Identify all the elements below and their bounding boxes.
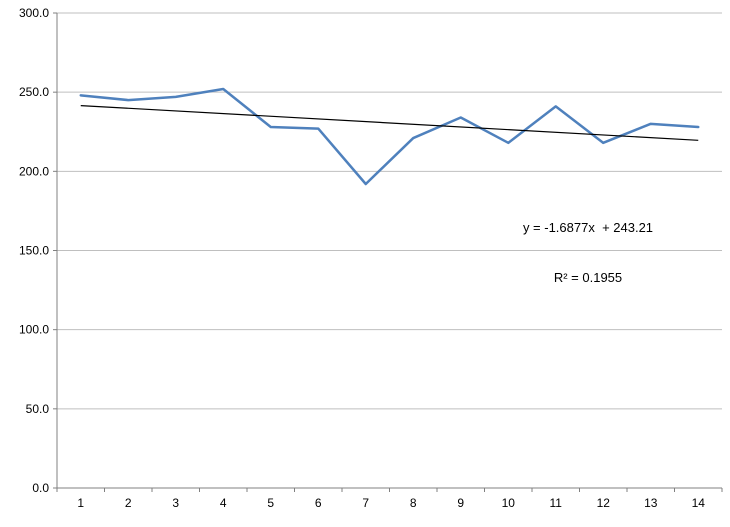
trendline xyxy=(80,104,699,141)
data-series-line xyxy=(79,87,700,186)
y-tick-label: 150.0 xyxy=(19,244,49,258)
x-tick-label: 6 xyxy=(315,496,322,510)
x-tick-label: 14 xyxy=(692,496,706,510)
x-tick-label: 5 xyxy=(267,496,274,510)
y-tick-label: 0.0 xyxy=(32,481,49,495)
x-tick-label: 9 xyxy=(457,496,464,510)
x-tick-label: 2 xyxy=(125,496,132,510)
x-tick-label: 10 xyxy=(502,496,516,510)
y-tick-label: 250.0 xyxy=(19,85,49,99)
x-tick-label: 4 xyxy=(220,496,227,510)
y-tick-label: 50.0 xyxy=(26,402,50,416)
trendline-equation-text: y = -1.6877x + 243.21 xyxy=(522,220,654,235)
x-tick-label: 3 xyxy=(172,496,179,510)
r-squared-text: R² = 0.1955 xyxy=(553,269,623,285)
x-tick-label: 7 xyxy=(362,496,369,510)
x-tick-label: 8 xyxy=(410,496,417,510)
x-tick-label: 1 xyxy=(77,496,84,510)
y-tick-label: 300.0 xyxy=(19,6,49,20)
x-tick-label: 13 xyxy=(644,496,658,510)
x-tick-label: 11 xyxy=(550,496,563,510)
trendline-equation-block: y = -1.6877x + 243.21 R² = 0.1955 xyxy=(488,187,688,319)
x-tick-label: 12 xyxy=(597,496,611,510)
y-tick-label: 200.0 xyxy=(19,164,49,178)
y-tick-label: 100.0 xyxy=(19,323,49,337)
